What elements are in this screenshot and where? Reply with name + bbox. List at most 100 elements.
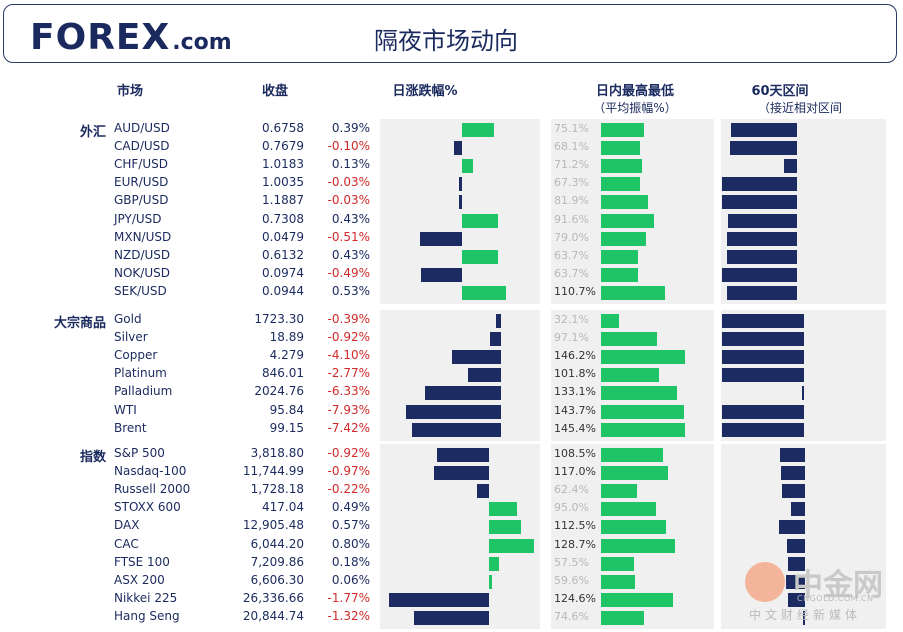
row-change: -0.03% bbox=[327, 193, 370, 208]
row-close: 7,209.86 bbox=[250, 554, 304, 569]
row-name: AUD/USD bbox=[114, 121, 170, 135]
row-change: 0.06% bbox=[331, 572, 370, 587]
row-name: MXN/USD bbox=[114, 229, 172, 244]
range-label: 143.7% bbox=[554, 403, 596, 417]
page-title: 隔夜市场动向 bbox=[374, 27, 518, 55]
daily-change-bar bbox=[434, 466, 489, 481]
row-close: 0.6758 bbox=[262, 121, 304, 135]
range-bar bbox=[601, 159, 642, 174]
daily-change-bar bbox=[414, 610, 489, 625]
row-close: 4.279 bbox=[269, 348, 304, 363]
group-label: 指数 bbox=[79, 450, 106, 465]
range-bar bbox=[601, 177, 640, 192]
row-change: -0.49% bbox=[327, 265, 370, 280]
daily-change-bar bbox=[476, 484, 489, 499]
range-bar bbox=[601, 448, 664, 463]
row-close: 3,818.80 bbox=[250, 446, 304, 460]
daily-change-bar bbox=[459, 177, 462, 192]
range-60d-bar bbox=[787, 538, 805, 553]
row-name: CAC bbox=[114, 536, 139, 551]
daily-change-bar bbox=[451, 350, 501, 365]
row-close: 18.89 bbox=[269, 330, 304, 345]
range-label: 59.6% bbox=[554, 573, 589, 587]
range-bar bbox=[601, 213, 654, 228]
daily-change-bar bbox=[406, 404, 501, 419]
daily-change-bar bbox=[489, 502, 517, 517]
range-label: 146.2% bbox=[554, 349, 596, 363]
row-name: CAD/USD bbox=[114, 139, 170, 154]
col-header-market: 市场 bbox=[116, 84, 143, 99]
row-change: 0.57% bbox=[331, 518, 370, 533]
row-change: -0.97% bbox=[327, 464, 370, 479]
range-bar bbox=[601, 386, 678, 401]
range-bar bbox=[601, 350, 685, 365]
row-change: 0.39% bbox=[331, 121, 370, 135]
row-name: Nikkei 225 bbox=[114, 590, 178, 605]
range-60d-bar bbox=[727, 285, 797, 300]
row-close: 1.0035 bbox=[262, 175, 304, 190]
col-header-close: 收盘 bbox=[261, 84, 288, 99]
range-label: 62.4% bbox=[554, 483, 589, 497]
row-change: 0.49% bbox=[331, 500, 370, 515]
row-change: -0.92% bbox=[327, 446, 370, 460]
range-60d-bar bbox=[722, 404, 804, 419]
range-bar bbox=[601, 404, 684, 419]
range-60d-bar bbox=[781, 484, 805, 499]
range-60d-bar bbox=[778, 520, 805, 535]
group-label: 外汇 bbox=[79, 125, 106, 140]
range-bar bbox=[601, 368, 660, 383]
range-bar bbox=[601, 502, 656, 517]
range-label: 71.2% bbox=[554, 158, 589, 172]
row-change: -0.39% bbox=[327, 312, 370, 326]
row-name: Silver bbox=[114, 330, 148, 345]
row-name: Gold bbox=[114, 312, 142, 326]
range-label: 67.3% bbox=[554, 176, 589, 190]
range-bar bbox=[601, 267, 638, 282]
row-change: 0.13% bbox=[331, 157, 370, 172]
daily-change-bar bbox=[462, 123, 495, 138]
daily-change-bar bbox=[459, 195, 462, 210]
daily-change-bar bbox=[496, 314, 501, 329]
row-change: -0.22% bbox=[327, 482, 370, 497]
daily-change-bar bbox=[453, 141, 462, 156]
row-close: 20,844.74 bbox=[242, 608, 304, 623]
row-name: STOXX 600 bbox=[114, 500, 181, 515]
range-bar bbox=[601, 314, 620, 329]
row-name: EUR/USD bbox=[114, 175, 169, 190]
range-bar bbox=[601, 285, 665, 300]
watermark-logo-icon bbox=[745, 562, 785, 602]
col-subheader-60d-range: （接近相对区间 bbox=[757, 101, 842, 115]
row-change: 0.80% bbox=[331, 536, 370, 551]
range-label: 74.6% bbox=[554, 609, 589, 623]
daily-change-bar bbox=[462, 159, 473, 174]
range-60d-bar bbox=[722, 314, 804, 329]
daily-change-bar bbox=[467, 368, 501, 383]
daily-change-bar bbox=[489, 538, 535, 553]
row-close: 6,606.30 bbox=[250, 572, 304, 587]
col-header-intraday-range: 日内最高最低 bbox=[595, 84, 674, 99]
row-close: 99.15 bbox=[269, 420, 304, 435]
row-change: -4.10% bbox=[327, 348, 370, 363]
logo-main-text: FOREX bbox=[30, 17, 171, 58]
row-close: 2024.76 bbox=[254, 384, 304, 399]
col-header-daily-change: 日涨跌幅% bbox=[392, 84, 458, 99]
range-60d-bar bbox=[783, 159, 797, 174]
range-label: 68.1% bbox=[554, 140, 589, 154]
row-close: 0.0974 bbox=[262, 265, 304, 280]
row-name: SEK/USD bbox=[114, 283, 167, 298]
range-bar bbox=[601, 141, 641, 156]
daily-change-bar bbox=[421, 267, 462, 282]
range-label: 97.1% bbox=[554, 331, 589, 345]
row-change: -2.77% bbox=[327, 366, 370, 381]
daily-change-bar bbox=[489, 520, 522, 535]
range-60d-bar bbox=[722, 422, 804, 437]
row-close: 95.84 bbox=[269, 402, 304, 417]
range-60d-bar bbox=[801, 386, 804, 401]
range-bar bbox=[601, 538, 675, 553]
row-name: JPY/USD bbox=[114, 211, 162, 226]
col-header-60d-range: 60天区间 bbox=[751, 84, 809, 99]
row-close: 11,744.99 bbox=[242, 464, 304, 479]
range-60d-bar bbox=[727, 249, 797, 264]
row-name: Platinum bbox=[114, 366, 167, 381]
row-change: -0.51% bbox=[327, 229, 370, 244]
